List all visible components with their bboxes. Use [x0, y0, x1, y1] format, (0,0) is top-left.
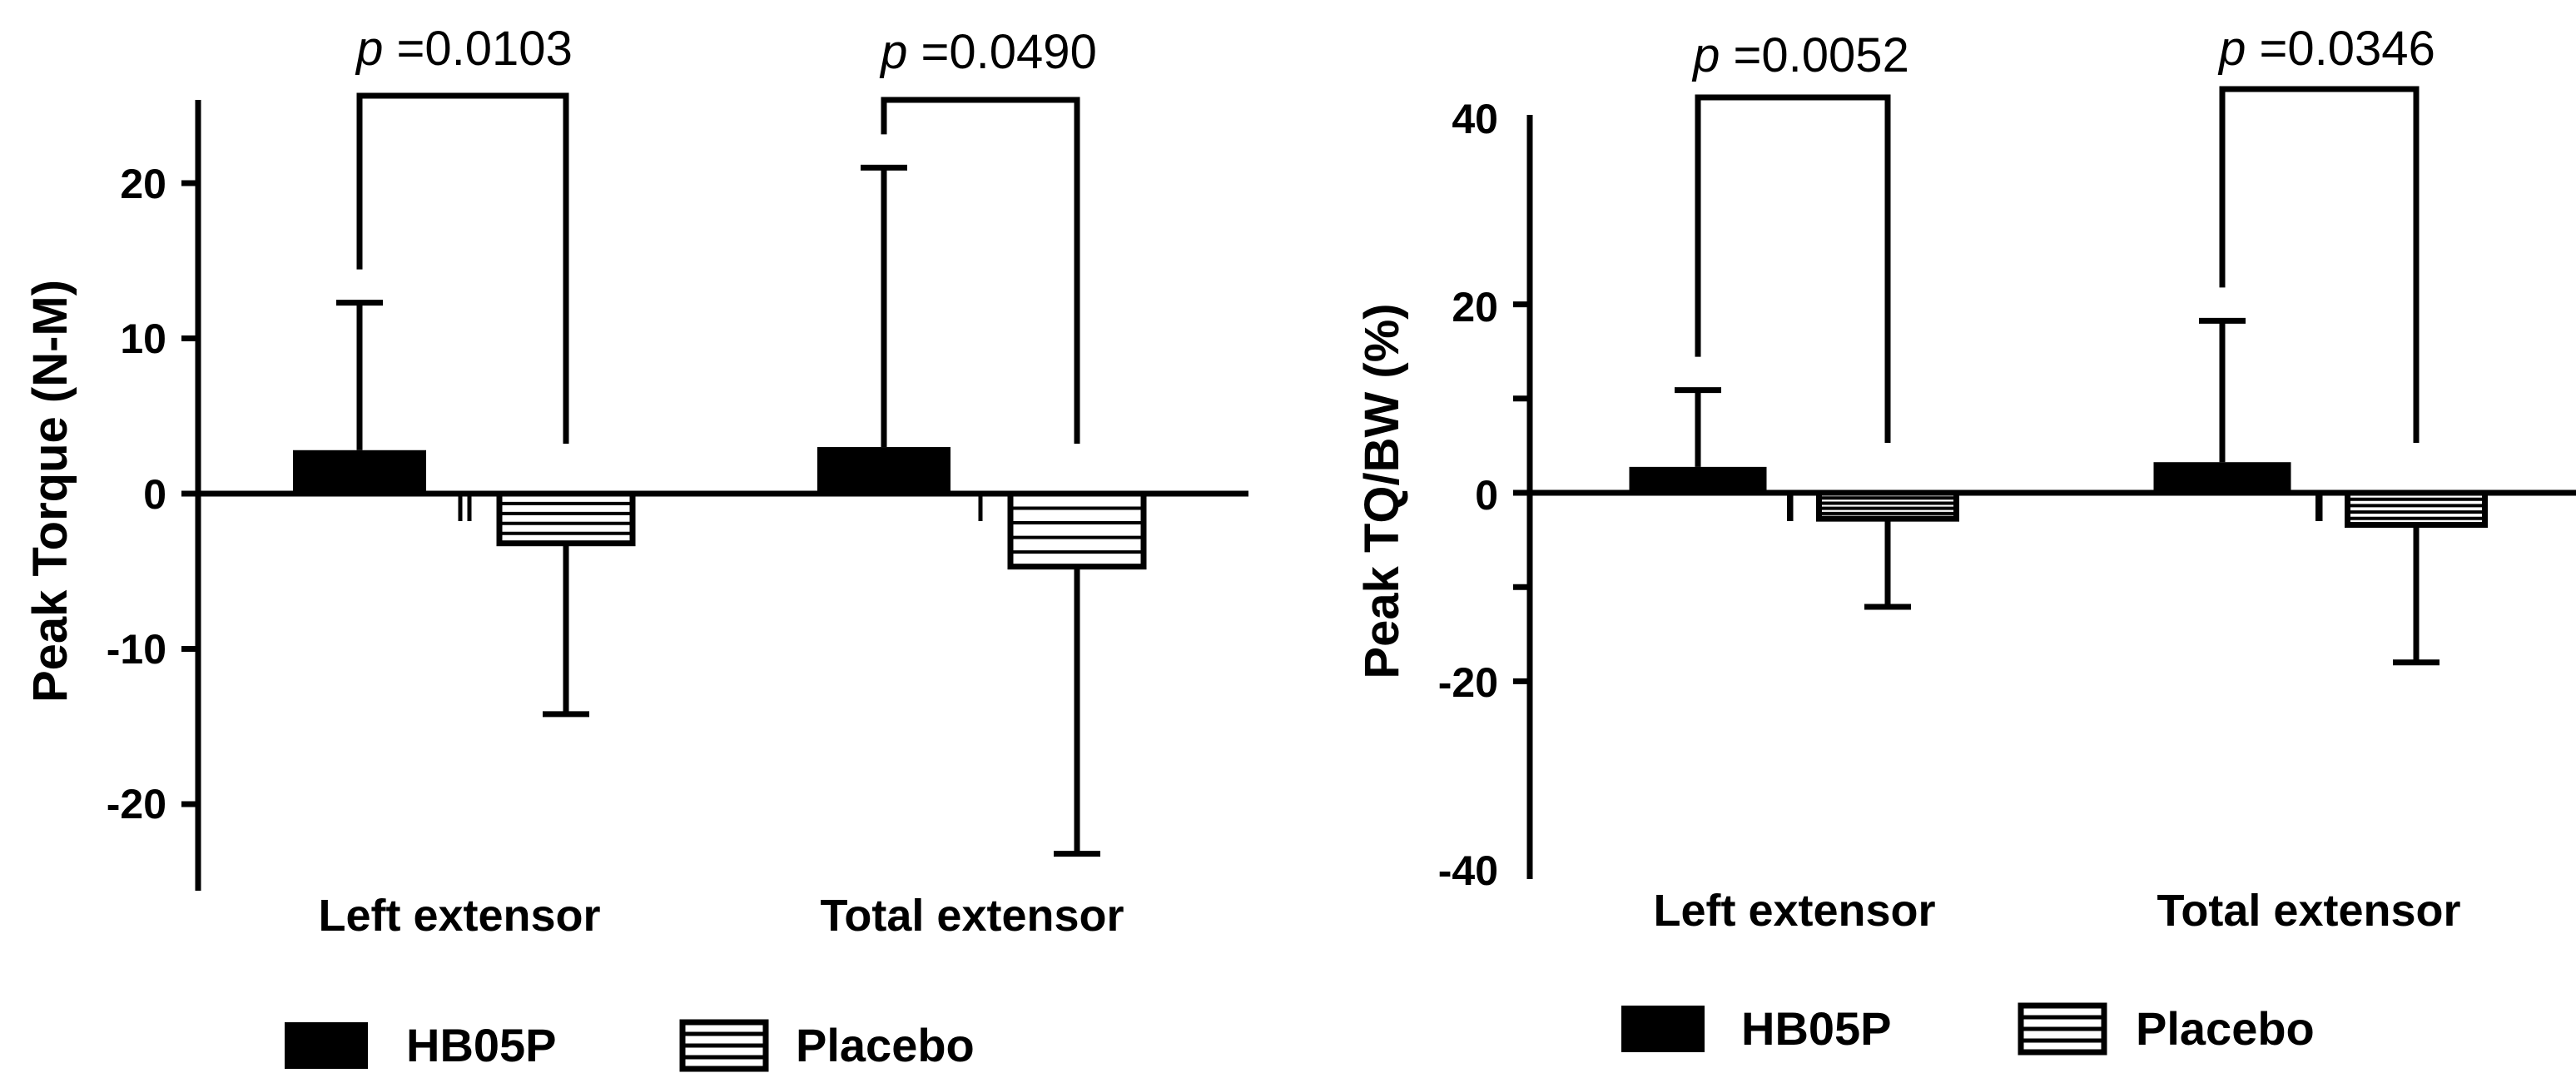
x-category-label: Total extensor — [2157, 886, 2460, 936]
significance-bracket — [1695, 94, 1891, 443]
plot-area — [1513, 86, 2576, 879]
bar-placebo — [1816, 489, 1959, 522]
x-category-label: Total extensor — [820, 891, 1124, 941]
y-axis-title: Peak Torque (N-M) — [23, 280, 77, 703]
y-tick-label: -40 — [1438, 847, 1498, 894]
y-tick-label: -20 — [107, 781, 166, 827]
x-category-label: Left extensor — [318, 891, 600, 941]
p-symbol: p — [1691, 28, 1720, 82]
x-category-label: Left extensor — [1653, 886, 1935, 936]
y-tick-label: 0 — [1475, 472, 1498, 519]
y-tick-label: 0 — [143, 471, 166, 518]
legend-swatch-hb05p — [285, 1022, 368, 1069]
y-tick-label: 20 — [120, 161, 166, 207]
legend-swatch-placebo — [679, 1019, 769, 1072]
bar-hb05p — [817, 447, 950, 494]
legend-label: Placebo — [796, 1019, 975, 1071]
legend: HB05P Placebo — [1621, 1002, 2315, 1056]
plot-area — [181, 92, 1248, 891]
p-value: =0.0103 — [383, 22, 572, 76]
bar-hb05p — [1629, 466, 1767, 493]
significance-bracket — [881, 97, 1080, 444]
y-tick-label: -10 — [107, 626, 166, 673]
y-tick-label: 40 — [1452, 96, 1498, 142]
bar-hb05p — [2153, 462, 2291, 493]
chart-peak-torque: Peak Torque (N-M) -20 -10 0 10 20 Left e… — [23, 22, 1248, 1072]
legend-label: HB05P — [406, 1019, 557, 1071]
p-value: =0.0052 — [1720, 28, 1908, 82]
y-axis-title: Peak TQ/BW (%) — [1355, 303, 1409, 678]
chart-peak-tq-bw: Peak TQ/BW (%) -40 -20 0 20 40 Left exte… — [1355, 22, 2576, 1056]
legend-label: Placebo — [2136, 1002, 2315, 1055]
y-tick-label: -20 — [1438, 659, 1498, 706]
p-value-annotation: p =0.0052 — [1691, 28, 1909, 82]
bar-placebo — [1007, 490, 1147, 570]
bar-hb05p — [293, 450, 426, 494]
p-symbol: p — [355, 22, 383, 76]
y-tick-labels: -20 -10 0 10 20 — [107, 161, 166, 827]
y-tick-label: 20 — [1452, 284, 1498, 330]
legend-swatch-placebo — [2018, 1002, 2107, 1056]
p-symbol: p — [879, 25, 907, 79]
p-value-annotation: p =0.0490 — [879, 25, 1097, 79]
legend-swatch-hb05p — [1621, 1006, 1705, 1052]
p-value: =0.0346 — [2246, 22, 2435, 76]
bar-placebo — [496, 490, 636, 547]
p-symbol: p — [2217, 22, 2246, 76]
p-value-annotation: p =0.0103 — [355, 22, 573, 76]
significance-bracket — [2219, 86, 2420, 443]
significance-bracket — [356, 92, 569, 444]
bar-placebo — [2345, 489, 2488, 528]
p-value-annotation: p =0.0346 — [2217, 22, 2435, 76]
legend: HB05P Placebo — [285, 1019, 975, 1072]
legend-label: HB05P — [1741, 1002, 1892, 1055]
y-tick-label: 10 — [120, 315, 166, 362]
y-tick-labels: -40 -20 0 20 40 — [1438, 96, 1498, 894]
p-value: =0.0490 — [907, 25, 1096, 79]
